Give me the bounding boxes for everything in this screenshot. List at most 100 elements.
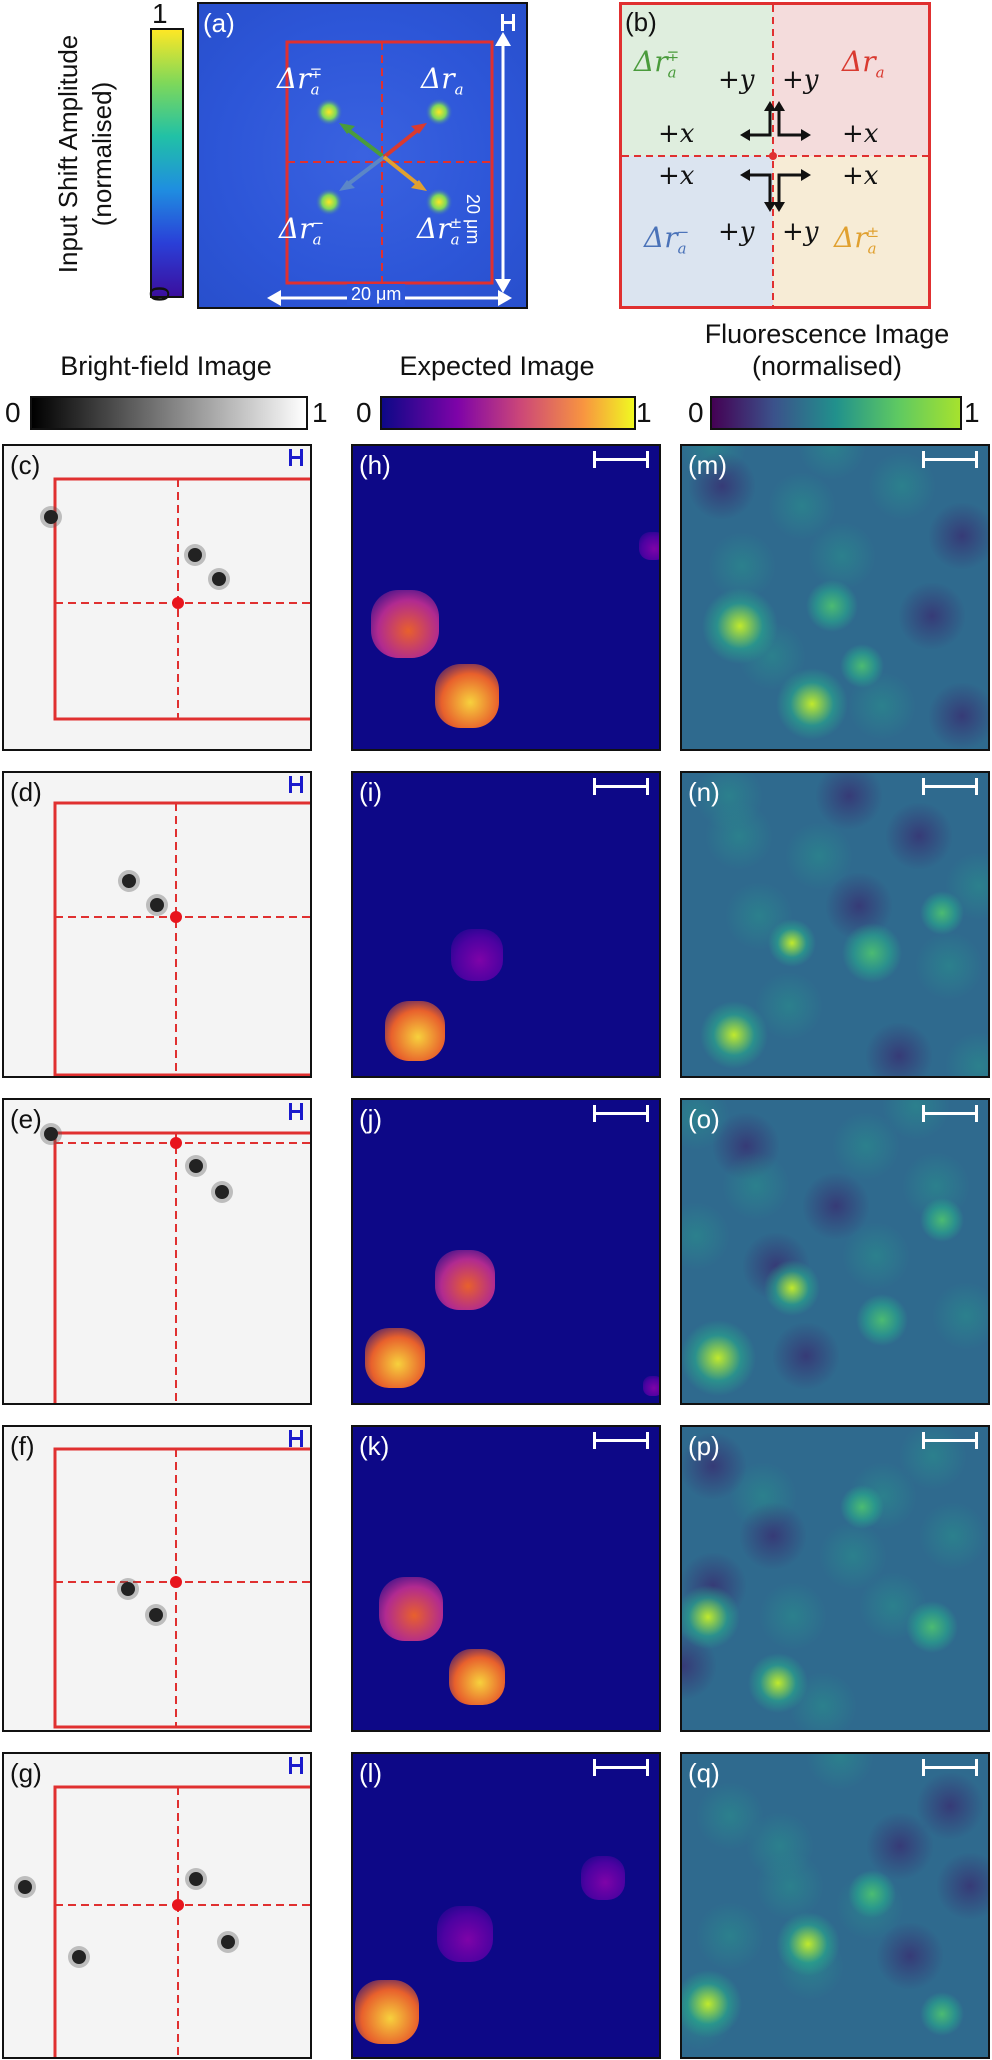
bright-field-overlay xyxy=(53,1447,310,1729)
expected-scalebar xyxy=(593,1759,649,1776)
bright-field-panel: (e) xyxy=(2,1098,312,1405)
panel-a-image: (a) 20 μm 20 μm Δra∓ Δra xyxy=(197,2,528,309)
expected-panel-label: (j) xyxy=(359,1104,383,1134)
expected-spot xyxy=(355,1980,419,2044)
center-dot xyxy=(172,1899,184,1911)
panel-b-bl-plus-x: +x xyxy=(658,161,695,191)
bright-field-panel-label: (e) xyxy=(10,1104,42,1134)
expected-spot xyxy=(449,1649,505,1705)
panel-b-bl-plus-y: +y xyxy=(718,217,755,247)
bright-field-panel: (c) xyxy=(2,444,312,751)
panel-a-label-tl: Δra∓ xyxy=(277,62,323,99)
bright-field-overlay xyxy=(14,1785,310,2057)
header-bright-field: Bright-field Image xyxy=(60,351,272,381)
panel-a-dim-vertical: 20 μm xyxy=(463,194,483,245)
panel-a-label-bl: Δra− xyxy=(279,212,325,249)
colorbar-fluor xyxy=(710,396,962,430)
bead xyxy=(221,1935,235,1949)
bright-field-panel: (g) xyxy=(2,1752,312,2059)
expected-spot xyxy=(385,1001,445,1061)
bright-field-scalebar xyxy=(289,1430,303,1447)
fluorescence-panel-label: (m) xyxy=(688,450,727,480)
panel-b-quad-bl-label: Δra− xyxy=(644,221,690,258)
expected-scalebar xyxy=(593,1105,649,1122)
bead xyxy=(189,1159,203,1173)
panel-b-quad-tr-label: Δra xyxy=(842,45,885,82)
bead xyxy=(149,1608,163,1622)
fluorescence-panel-label: (p) xyxy=(688,1431,720,1461)
panel-a-colorbar-min: 0 xyxy=(143,286,175,302)
colorbar-title-line1: Input Shift Amplitude xyxy=(53,34,83,274)
expected-panel: (j) xyxy=(351,1098,661,1405)
fluorescence-scalebar xyxy=(922,451,978,468)
panel-b-br-plus-y: +y xyxy=(782,217,819,247)
panel-a-scalebar xyxy=(501,14,515,31)
expected-panel-label: (i) xyxy=(359,777,383,807)
expected-spot xyxy=(451,929,503,981)
region-box xyxy=(53,1131,310,1403)
panel-b-label: (b) xyxy=(625,7,657,37)
colorbar-fluor-min: 0 xyxy=(688,397,704,428)
expected-spot xyxy=(643,1376,659,1396)
center-dot xyxy=(172,597,184,609)
colorbar-expected-min: 0 xyxy=(356,397,372,428)
bright-field-scalebar xyxy=(289,776,303,793)
expected-panel: (i) xyxy=(351,771,661,1078)
colorbar-expected-max: 1 xyxy=(636,397,652,428)
colorbar-fluor-max: 1 xyxy=(964,397,980,428)
fluorescence-panel: (m) xyxy=(680,444,990,751)
bead xyxy=(188,548,202,562)
center-dot xyxy=(170,1137,182,1149)
panel-b: (b) Δra∓ Δra Δra− Δra± +y +x +y +x +x +y… xyxy=(619,2,931,309)
bright-field-scalebar xyxy=(289,1757,303,1774)
panel-b-quad-tl-label: Δra∓ xyxy=(634,45,680,82)
bright-field-panel-label: (g) xyxy=(10,1758,42,1788)
panel-a-colorbar-title: Input Shift Amplitude (normalised) xyxy=(53,4,117,304)
panel-b-tl-plus-y: +y xyxy=(718,65,755,95)
colorbar-title-line2: (normalised) xyxy=(87,81,117,227)
colorbar-expected xyxy=(380,396,636,430)
fluorescence-panel: (p) xyxy=(680,1425,990,1732)
region-box xyxy=(53,1785,310,2057)
expected-spot xyxy=(581,1856,625,1900)
panel-a-colorbar-max: 1 xyxy=(152,0,168,29)
center-dot xyxy=(170,911,182,923)
bright-field-panel: (f) xyxy=(2,1425,312,1732)
expected-scalebar xyxy=(593,778,649,795)
expected-panel-label: (k) xyxy=(359,1431,390,1461)
expected-scalebar xyxy=(593,451,649,468)
bead xyxy=(189,1872,203,1886)
panel-b-br-plus-x: +x xyxy=(842,161,879,191)
panel-a-dim-horizontal: 20 μm xyxy=(347,284,406,305)
center-dot xyxy=(170,1576,182,1588)
bright-field-panel-label: (d) xyxy=(10,777,42,807)
bead xyxy=(44,510,58,524)
fluorescence-panel: (q) xyxy=(680,1752,990,2059)
panel-a-overlay xyxy=(267,32,512,306)
expected-panel: (h) xyxy=(351,444,661,751)
header-fluorescence: Fluorescence Image (normalised) xyxy=(662,318,992,382)
panel-b-tr-plus-x: +x xyxy=(842,119,879,149)
panel-a-colorbar xyxy=(150,28,184,298)
panel-b-quad-br-label: Δra± xyxy=(834,221,880,258)
bead xyxy=(44,1127,58,1141)
panel-a-label: (a) xyxy=(203,8,235,38)
header-fluorescence-line1: Fluorescence Image xyxy=(704,319,950,349)
expected-panel-label: (h) xyxy=(359,450,391,480)
header-expected: Expected Image xyxy=(399,351,595,381)
bright-field-panel: (d) xyxy=(2,771,312,1078)
fluorescence-panel-label: (o) xyxy=(688,1104,720,1134)
bead xyxy=(150,898,164,912)
expected-panel-label: (l) xyxy=(359,1758,383,1788)
bead xyxy=(121,1582,135,1596)
fluorescence-panel-label: (q) xyxy=(688,1758,720,1788)
region-box xyxy=(53,1447,310,1729)
bright-field-panel-label: (f) xyxy=(10,1431,35,1461)
header-fluorescence-line2: (normalised) xyxy=(751,351,903,381)
region-box xyxy=(53,801,310,1076)
fluorescence-scalebar xyxy=(922,1759,978,1776)
expected-spot xyxy=(435,664,499,728)
fluorescence-panel: (n) xyxy=(680,771,990,1078)
panel-b-quad-bl xyxy=(622,156,773,306)
bead xyxy=(122,874,136,888)
